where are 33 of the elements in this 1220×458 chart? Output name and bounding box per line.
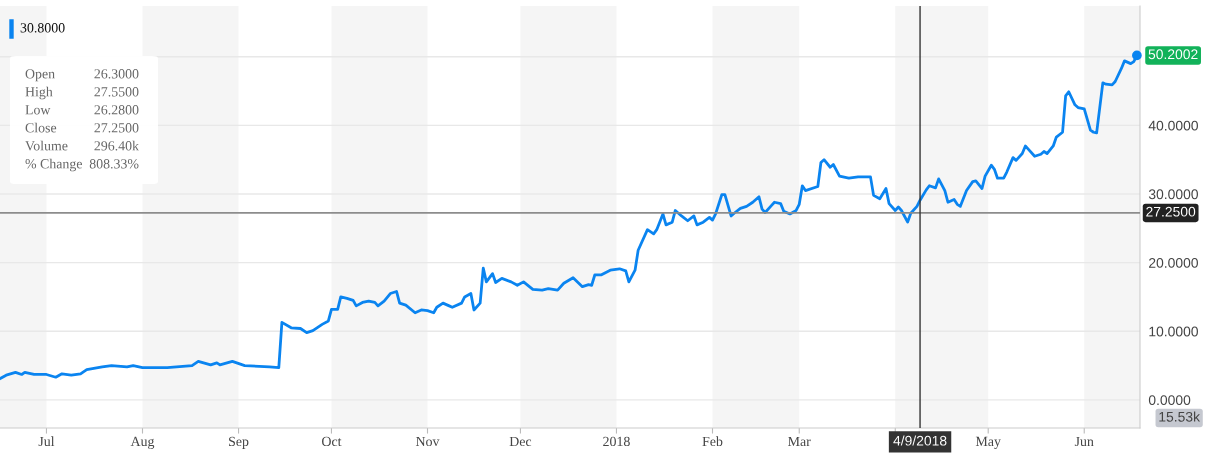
annotation: 808.33% xyxy=(89,159,139,169)
annotation: 27.5500 xyxy=(94,87,139,97)
annotation: Volume xyxy=(25,140,68,151)
annotation: 50.2002 xyxy=(1148,49,1198,60)
annotation: 30.8000 xyxy=(20,23,65,33)
annotation: Low xyxy=(25,105,51,115)
x-tick-label: Sep xyxy=(229,436,249,449)
x-tick-label: Mar xyxy=(788,436,811,447)
x-tick-label: Jul xyxy=(38,436,55,447)
y-tick-label: 10.0000 xyxy=(1149,326,1198,337)
text: 15.53k xyxy=(1159,411,1201,422)
x-tick-label: Jun xyxy=(1074,436,1094,447)
annotation: 26.3000 xyxy=(94,69,139,79)
x-tick-label: Nov xyxy=(415,436,440,447)
x-tick-label: Dec xyxy=(509,436,532,447)
x-tick-label: Aug xyxy=(130,436,155,449)
annotation: Open xyxy=(25,69,55,82)
y-tick-label: 40.0000 xyxy=(1148,120,1198,131)
x-tick-label: Feb xyxy=(702,436,723,447)
y-tick-label: 30.0000 xyxy=(1148,189,1198,200)
ref-line-label: 4/9/2018 xyxy=(893,435,947,446)
annotation: High xyxy=(25,86,53,100)
x-tick-label: May xyxy=(975,436,1001,449)
annotation: 27.2500 xyxy=(94,123,139,133)
annotation: 26.2800 xyxy=(94,105,139,115)
annotation: % Change xyxy=(25,158,82,172)
y-tick-label: 0.0000 xyxy=(1148,395,1191,406)
annotation: 296.40k xyxy=(94,140,139,151)
x-tick-label: 2018 xyxy=(603,436,630,447)
annotation: Close xyxy=(25,122,57,133)
y-tick-label: 20.0000 xyxy=(1149,257,1198,268)
ref-line-label: 27.2500 xyxy=(1146,206,1196,217)
x-tick-label: Oct xyxy=(322,436,342,447)
